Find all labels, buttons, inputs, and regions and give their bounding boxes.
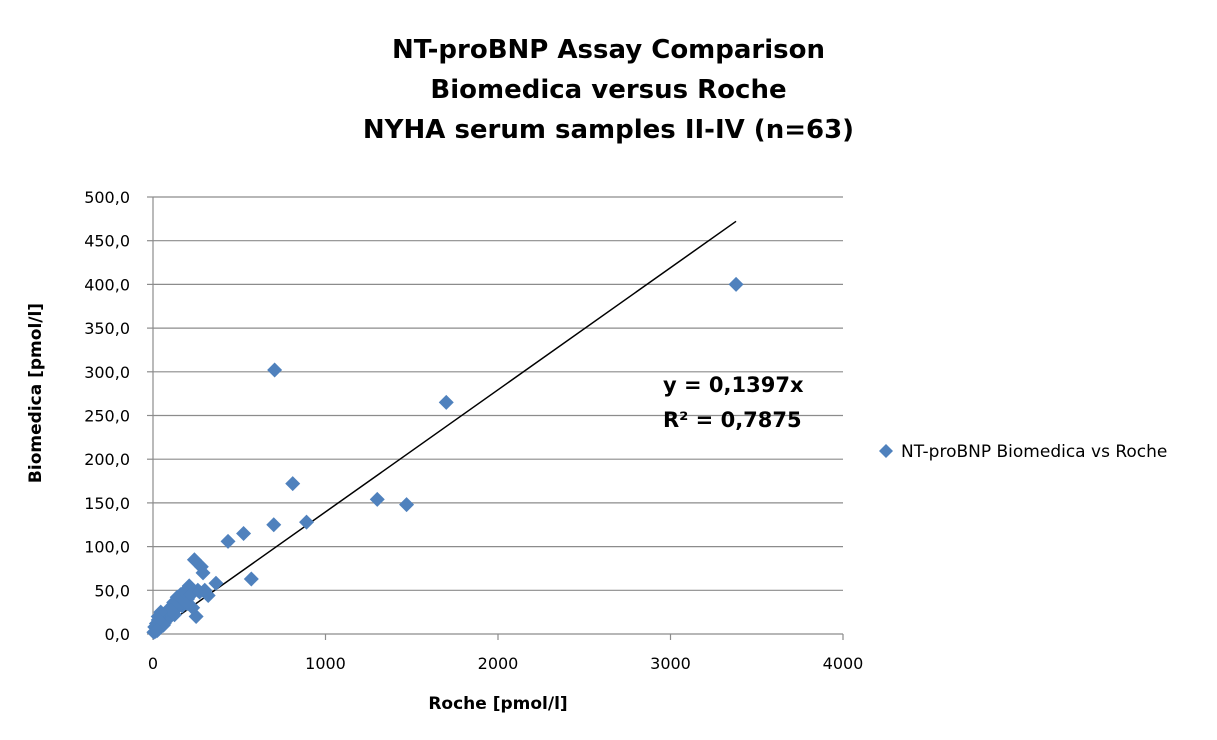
data-point <box>197 582 213 598</box>
trendline-equation: y = 0,1397x <box>663 373 804 397</box>
data-point <box>195 565 211 581</box>
x-axis-label: Roche [pmol/l] <box>428 694 567 714</box>
y-tick-label: 300,0 <box>84 363 130 382</box>
data-points <box>146 276 744 640</box>
chart-title-line-1: NT-proBNP Assay Comparison <box>391 35 826 65</box>
data-point <box>208 575 224 591</box>
x-tick-label: 4000 <box>823 654 864 673</box>
y-tick-label: 200,0 <box>84 450 130 469</box>
x-tick-labels: 0 1000 2000 3000 4000 <box>148 654 863 673</box>
x-tick-label: 1000 <box>305 654 346 673</box>
y-tick-label: 400,0 <box>84 275 130 294</box>
trendline <box>156 220 737 633</box>
y-tick-label: 50,0 <box>94 581 130 600</box>
y-tick-label: 250,0 <box>84 407 130 426</box>
data-point <box>267 362 283 378</box>
y-axis-label: Biomedica [pmol/l] <box>26 303 46 483</box>
data-point <box>163 602 179 618</box>
y-tick-labels: 0,0 50,0 100,0 150,0 200,0 250,0 300,0 350,0 400… <box>84 188 130 644</box>
data-point <box>150 612 166 628</box>
x-tick-label: 3000 <box>650 654 691 673</box>
legend-marker-icon <box>879 444 893 458</box>
y-tick-label: 500,0 <box>84 188 130 207</box>
y-tick-label: 0,0 <box>105 625 130 644</box>
data-point <box>299 514 315 530</box>
legend: NT-proBNP Biomedica vs Roche <box>879 442 1167 462</box>
data-point <box>285 476 301 492</box>
x-tick-label: 0 <box>148 654 158 673</box>
data-point <box>399 497 415 513</box>
data-point <box>243 571 259 587</box>
y-tick-label: 450,0 <box>84 232 130 251</box>
legend-label: NT-proBNP Biomedica vs Roche <box>901 442 1167 462</box>
x-tick-label: 2000 <box>478 654 519 673</box>
chart-title: NT-proBNP Assay Comparison Biomedica ver… <box>0 30 1217 150</box>
data-point <box>728 276 744 292</box>
data-point <box>220 533 236 549</box>
chart-title-line-2: Biomedica versus Roche <box>430 75 787 105</box>
trendline-line <box>156 220 737 633</box>
y-tick-label: 150,0 <box>84 494 130 513</box>
chart-title-line-3: NYHA serum samples II-IV (n=63) <box>362 115 855 145</box>
data-point <box>369 491 385 507</box>
data-point <box>438 394 454 410</box>
y-tick-label: 100,0 <box>84 538 130 557</box>
data-point <box>236 525 252 541</box>
data-point <box>266 517 282 533</box>
gridlines <box>147 196 843 635</box>
y-tick-label: 350,0 <box>84 319 130 338</box>
data-point <box>149 623 165 639</box>
trendline-r-squared: R² = 0,7875 <box>663 408 802 432</box>
